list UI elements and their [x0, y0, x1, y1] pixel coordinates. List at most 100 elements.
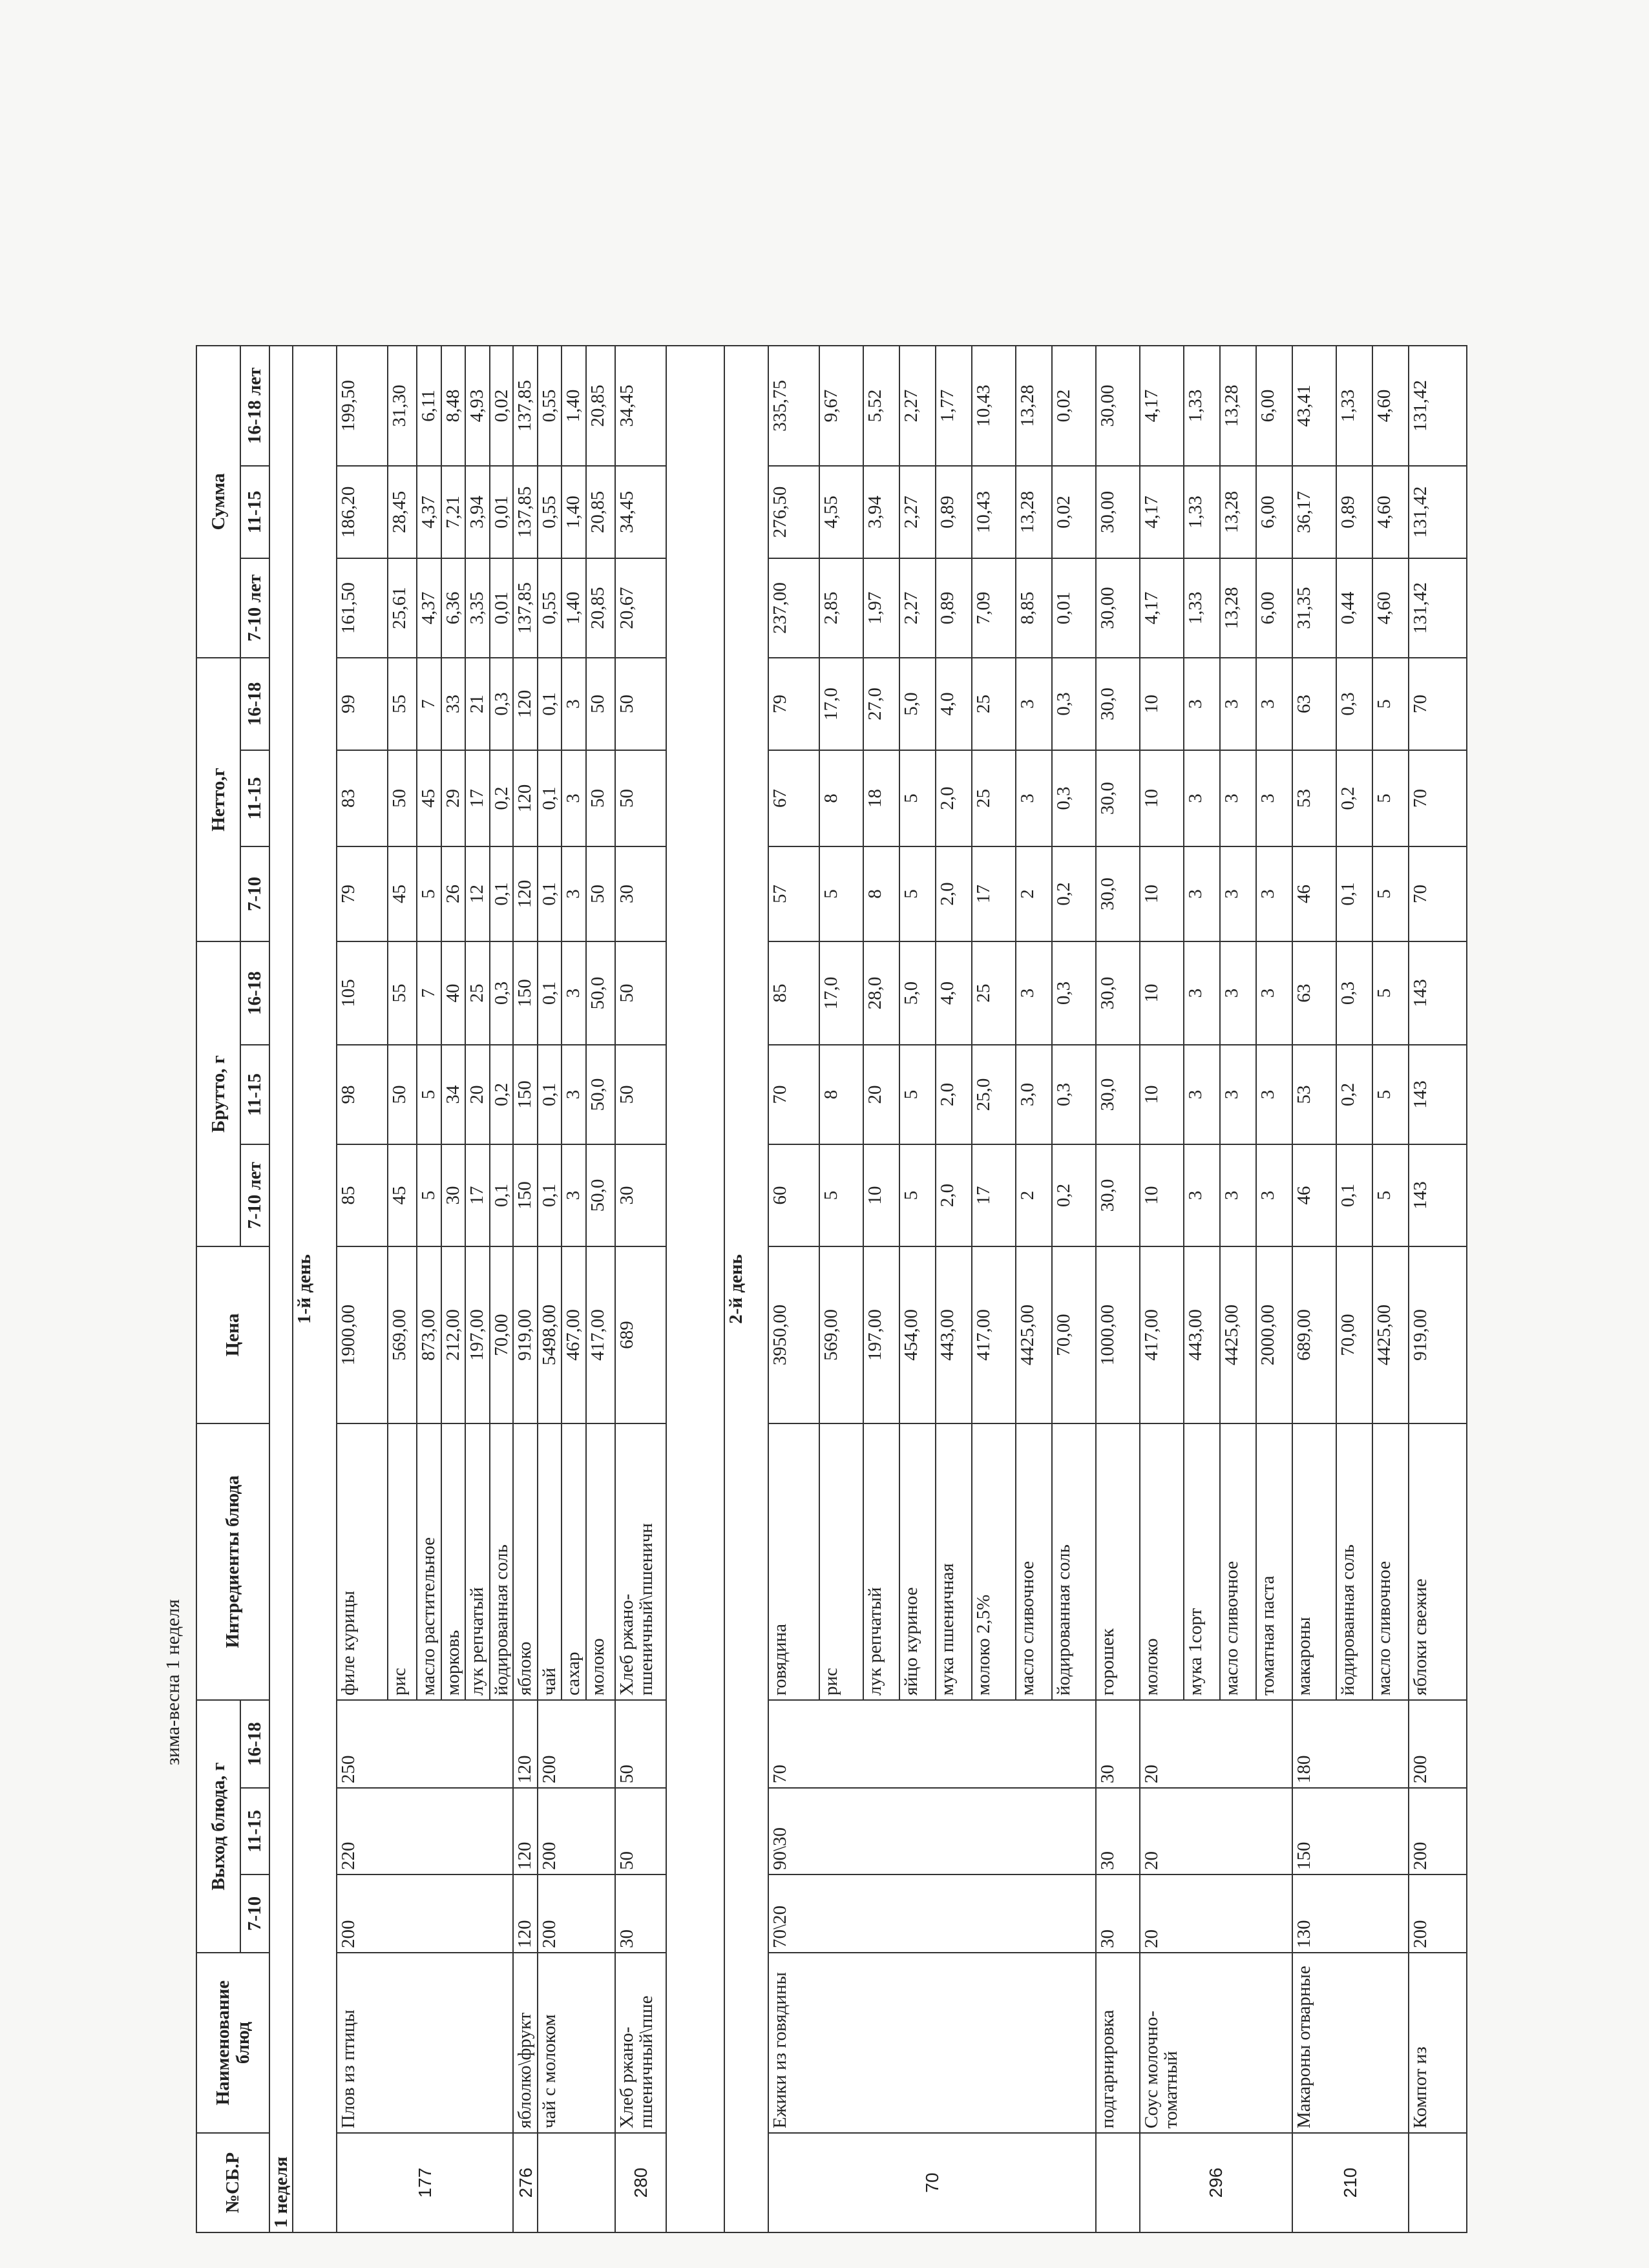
- dish-name: Плов из птицы: [337, 1953, 514, 2133]
- netto: 17: [465, 750, 490, 846]
- sum: 7,09: [971, 558, 1016, 658]
- netto: 5: [899, 846, 936, 941]
- brutto: 30,0: [1095, 1044, 1140, 1144]
- brutto: 5: [1372, 1144, 1409, 1246]
- brutto: 46: [1292, 1144, 1336, 1246]
- ingredient-name: филе курицы: [337, 1423, 388, 1700]
- sum: 4,17: [1139, 558, 1184, 658]
- brutto: 8: [819, 1044, 863, 1144]
- brutto: 143: [1408, 941, 1467, 1045]
- sum: 0,89: [1336, 465, 1372, 558]
- dish-code: 280: [614, 2133, 666, 2232]
- dish-name: Макароны отварные: [1292, 1953, 1409, 2133]
- netto: 30,0: [1095, 846, 1140, 941]
- netto: 5,0: [899, 657, 936, 750]
- age-header: 16-18: [240, 657, 269, 750]
- brutto: 30: [614, 1144, 666, 1246]
- dish-output: 20: [1139, 1699, 1292, 1788]
- netto: 5: [1372, 846, 1409, 941]
- sum: 6,11: [417, 345, 442, 466]
- netto: 5: [1372, 750, 1409, 846]
- brutto: 3: [1183, 1044, 1220, 1144]
- brutto: 10: [1139, 1144, 1184, 1246]
- table-row: чай с молоком 200 200 200 чай 5498,00 0,1 0,1 0,…: [538, 345, 615, 2232]
- sum: 13,28: [1219, 465, 1256, 558]
- brutto: 17: [465, 1144, 490, 1246]
- brutto: 3: [1219, 1044, 1256, 1144]
- brutto: 143: [1408, 1144, 1467, 1246]
- netto: 29: [441, 750, 465, 846]
- netto: 50: [585, 846, 615, 941]
- netto: 0,1: [538, 750, 562, 846]
- brutto: 2,0: [935, 1144, 972, 1246]
- age-header: 7-10 лет: [240, 1144, 269, 1246]
- price: 2000,00: [1255, 1246, 1292, 1423]
- table-row: 70 Ежики из говядины 70\20 90\30 70 говядина 3…: [768, 345, 1096, 2232]
- brutto: 50,0: [585, 941, 615, 1045]
- brutto: 34: [441, 1044, 465, 1144]
- netto: 3: [1255, 750, 1292, 846]
- brutto: 150: [513, 1144, 538, 1246]
- ingredient-name: рис: [388, 1423, 417, 1700]
- age-header: 7-10: [240, 1874, 269, 1953]
- price: 569,00: [388, 1246, 417, 1423]
- sum: 0,02: [1051, 345, 1096, 466]
- brutto: 3: [1015, 941, 1052, 1045]
- day-label: 1-й день: [293, 345, 337, 2232]
- brutto: 50: [614, 1044, 666, 1144]
- netto: 0,1: [538, 657, 562, 750]
- netto: 30,0: [1095, 750, 1140, 846]
- brutto: 85: [768, 941, 819, 1045]
- age-header: 11-15: [240, 750, 269, 846]
- netto: 46: [1292, 846, 1336, 941]
- sum: 0,01: [1051, 558, 1096, 658]
- netto: 120: [513, 846, 538, 941]
- sum: 237,00: [768, 558, 819, 658]
- netto: 3: [1255, 657, 1292, 750]
- price: 454,00: [899, 1246, 936, 1423]
- netto: 45: [388, 846, 417, 941]
- column-header: Нетто,г: [196, 657, 240, 941]
- table-row: №СБ.Р Наименование блюд Выход блюда, г Интр…: [196, 345, 269, 2232]
- netto: 0,3: [1051, 750, 1096, 846]
- brutto: 0,2: [1051, 1144, 1096, 1246]
- table-row: 296 Соус молочно-томатный 20 20 20 молоко 417,…: [1139, 345, 1292, 2232]
- netto: 70: [1408, 846, 1467, 941]
- table-row: подгарнировка 30 30 30 горошек 1000,00 30,0 30,…: [1095, 345, 1140, 2232]
- sum: 1,77: [935, 345, 972, 466]
- spacer: [666, 345, 724, 2232]
- brutto: 3: [561, 1044, 586, 1144]
- brutto: 28,0: [863, 941, 899, 1045]
- sum: 30,00: [1095, 465, 1140, 558]
- brutto: 30,0: [1095, 941, 1140, 1045]
- ingredient-name: Хлеб ржано-пшеничный\пшеничн: [614, 1423, 666, 1700]
- day-label: 2-й день: [724, 345, 768, 2232]
- netto: 30: [614, 846, 666, 941]
- brutto: 17,0: [819, 941, 863, 1045]
- ingredient-name: масло сливочное: [1015, 1423, 1052, 1700]
- netto: 10: [1139, 657, 1184, 750]
- ingredient-name: чай: [538, 1423, 562, 1700]
- dish-output: 20: [1139, 1874, 1292, 1953]
- brutto: 50,0: [585, 1044, 615, 1144]
- netto: 21: [465, 657, 490, 750]
- brutto: 7: [417, 941, 442, 1045]
- brutto: 30: [441, 1144, 465, 1246]
- sum: 31,30: [388, 345, 417, 466]
- netto: 45: [417, 750, 442, 846]
- dish-code: 210: [1292, 2133, 1409, 2232]
- sum: 0,02: [489, 345, 514, 466]
- age-header: 7-10 лет: [240, 558, 269, 658]
- sum: 1,33: [1183, 465, 1220, 558]
- brutto: 3: [1255, 1044, 1292, 1144]
- ingredient-name: рис: [819, 1423, 863, 1700]
- price: 197,00: [465, 1246, 490, 1423]
- netto: 5: [417, 846, 442, 941]
- dish-output: 50: [614, 1699, 666, 1788]
- price: 3950,00: [768, 1246, 819, 1423]
- sum: 1,33: [1183, 345, 1220, 466]
- netto: 83: [337, 750, 388, 846]
- netto: 5: [1372, 657, 1409, 750]
- table-row: 2-й день: [724, 345, 768, 2232]
- brutto: 0,3: [1051, 1044, 1096, 1144]
